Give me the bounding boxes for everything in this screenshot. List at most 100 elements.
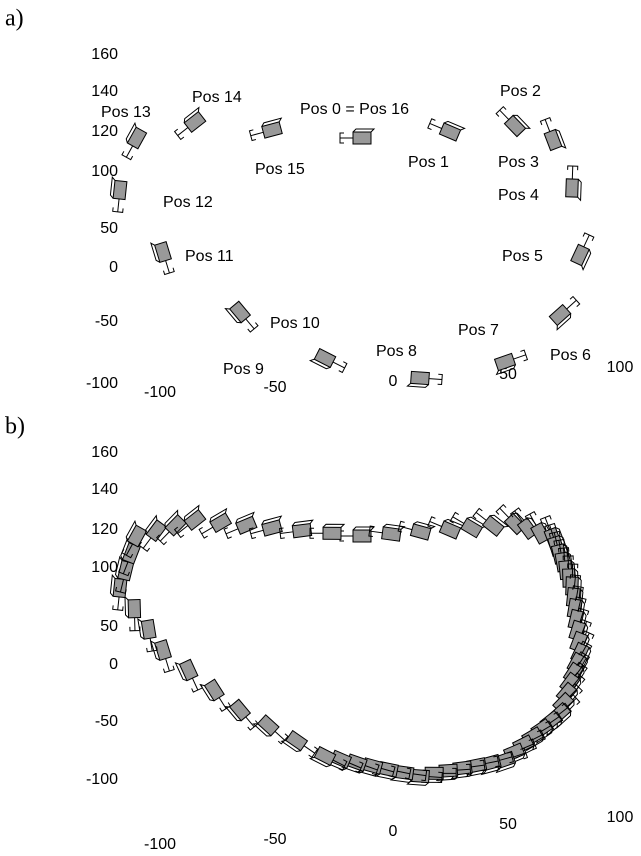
robot-part: [553, 711, 564, 724]
robot-part: [177, 525, 189, 534]
robot-part: [165, 260, 170, 274]
robot-part: [562, 555, 574, 561]
robot-part: [112, 577, 128, 599]
robot-part: [404, 767, 412, 780]
robot-icon: [339, 128, 376, 145]
robot-part: [582, 630, 595, 640]
robot-part: [223, 527, 232, 540]
robot-part: [544, 119, 551, 132]
robot-part: [338, 759, 348, 772]
robot-part: [397, 770, 410, 775]
robot-icon: [150, 241, 175, 276]
robot-part: [499, 756, 513, 761]
x-tick-label: 100: [607, 359, 634, 376]
robot-part: [109, 175, 116, 199]
robot-icon: [224, 698, 259, 731]
robot-part: [150, 640, 161, 661]
robot-part: [485, 760, 499, 765]
robot-part: [146, 646, 158, 653]
x-tick-label: -50: [263, 831, 286, 848]
robot-part: [248, 527, 257, 540]
robot-part: [163, 665, 175, 674]
robot-part: [520, 349, 529, 362]
position-label: Pos 2: [500, 83, 541, 100]
robot-part: [145, 514, 158, 535]
robot-part: [117, 559, 135, 582]
robot-part: [493, 755, 500, 768]
robot-part: [308, 746, 319, 758]
robot-part: [125, 121, 137, 144]
robot-part: [191, 684, 204, 693]
robot-part: [471, 764, 485, 768]
robot-icon: [198, 507, 233, 539]
panel-label: b): [5, 414, 25, 440]
robot-part: [540, 724, 552, 733]
robot-part: [499, 507, 510, 518]
x-tick-label: 50: [499, 366, 517, 383]
robot-part: [577, 178, 582, 202]
robot-part: [173, 526, 185, 539]
robot-part: [457, 768, 471, 771]
robot-part: [531, 734, 544, 741]
robot-icon: [493, 349, 529, 376]
robot-icon: [199, 678, 232, 712]
robot-part: [548, 530, 561, 538]
robot-part: [252, 723, 271, 737]
robot-part: [191, 677, 199, 691]
position-label: Pos 11: [185, 248, 234, 265]
x-tick-label: -100: [144, 836, 176, 853]
robot-part: [561, 702, 572, 715]
robot-part: [513, 752, 526, 758]
robot-part: [164, 513, 187, 537]
robot-part: [124, 595, 129, 619]
robot-part: [138, 541, 150, 552]
robot-icon: [124, 595, 142, 632]
position-label: Pos 0 = Pos 16: [300, 101, 409, 118]
robot-part: [247, 322, 259, 333]
robot-part: [224, 307, 242, 324]
robot-part: [574, 672, 586, 683]
robot-part: [122, 561, 129, 575]
robot-part: [154, 241, 172, 263]
robot-part: [489, 514, 510, 528]
robot-part: [413, 773, 427, 777]
robot-part: [173, 128, 185, 141]
robot-part: [247, 720, 259, 731]
y-tick-label: -100: [86, 375, 118, 392]
robot-part: [250, 529, 264, 535]
robot-part: [556, 313, 572, 331]
robot-part: [112, 179, 128, 201]
robot-part: [291, 519, 314, 527]
robot-part: [117, 596, 120, 610]
robot-part: [245, 318, 255, 330]
robot-part: [118, 568, 130, 577]
robot-icon: [427, 118, 466, 142]
robot-part: [119, 579, 125, 593]
robot-icon: [224, 300, 259, 333]
robot-part: [569, 295, 581, 308]
robot-part: [150, 242, 161, 263]
robot-icon: [427, 516, 466, 540]
position-label: Pos 9: [223, 361, 264, 378]
position-label: Pos 3: [498, 154, 539, 171]
robot-icon: [548, 295, 581, 331]
robot-part: [115, 586, 127, 594]
robot-part: [520, 747, 529, 760]
robot-icon: [137, 617, 158, 653]
robot-part: [121, 549, 134, 559]
robot-icon: [472, 507, 510, 537]
robot-part: [513, 354, 526, 360]
robot-part: [428, 378, 442, 381]
robot-part: [183, 106, 200, 123]
robot-part: [125, 519, 137, 542]
position-label: Pos 6: [550, 347, 591, 364]
robot-part: [580, 618, 592, 628]
robot-part: [582, 232, 595, 242]
robot-part: [183, 111, 207, 133]
robot-part: [562, 548, 566, 562]
robot-part: [495, 105, 507, 117]
robot-part: [332, 361, 345, 369]
robot-part: [209, 507, 228, 523]
robot-part: [174, 661, 188, 682]
robot-part: [539, 117, 552, 126]
